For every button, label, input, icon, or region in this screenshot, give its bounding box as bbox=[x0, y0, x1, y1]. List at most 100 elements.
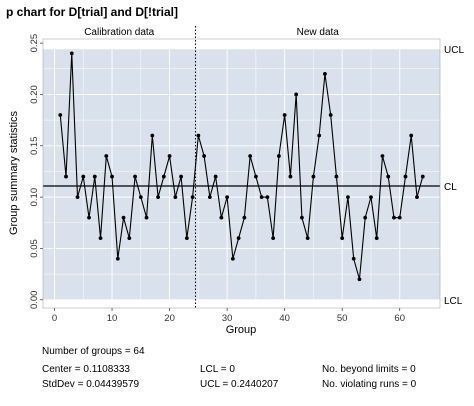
plot-border bbox=[42, 38, 441, 309]
data-point bbox=[75, 195, 80, 200]
data-point bbox=[294, 92, 299, 97]
data-point bbox=[213, 174, 218, 179]
data-point bbox=[271, 236, 276, 241]
section-label-new: New data bbox=[297, 27, 340, 38]
y-axis-title: Group summary statistics bbox=[8, 110, 20, 235]
y-tick-label: 0.10 bbox=[29, 188, 40, 207]
data-point bbox=[380, 154, 385, 158]
data-point bbox=[219, 215, 224, 220]
data-point bbox=[207, 195, 212, 200]
data-point bbox=[334, 174, 339, 179]
stat-center: Center = 0.1108333 bbox=[42, 364, 130, 375]
stat-violating-runs: No. violating runs = 0 bbox=[322, 379, 417, 390]
data-point bbox=[69, 51, 74, 56]
data-point bbox=[300, 215, 304, 220]
y-tick-label: 0.05 bbox=[29, 239, 40, 258]
x-tick-label: 30 bbox=[222, 313, 233, 324]
data-point bbox=[392, 215, 396, 220]
data-point bbox=[317, 133, 322, 138]
data-point bbox=[225, 195, 230, 200]
data-point bbox=[104, 154, 109, 158]
data-point bbox=[92, 174, 97, 179]
x-tick-label: 20 bbox=[164, 313, 175, 324]
data-point bbox=[248, 154, 253, 158]
data-point bbox=[351, 256, 356, 261]
data-point bbox=[110, 174, 114, 179]
data-point bbox=[420, 174, 425, 179]
summary-stats: Number of groups = 64 Center = 0.1108333… bbox=[0, 342, 474, 402]
stat-lcl: LCL = 0 bbox=[200, 364, 235, 375]
data-point bbox=[98, 236, 103, 241]
data-point bbox=[150, 133, 155, 138]
data-point bbox=[230, 256, 235, 261]
data-point bbox=[357, 277, 362, 282]
data-point bbox=[397, 215, 402, 220]
data-point bbox=[265, 195, 270, 200]
x-tick-label: 10 bbox=[107, 313, 118, 324]
data-point bbox=[305, 236, 310, 241]
stat-beyond-limits: No. beyond limits = 0 bbox=[322, 364, 416, 375]
data-point bbox=[81, 174, 86, 179]
data-point bbox=[369, 195, 373, 200]
y-tick-label: 0.20 bbox=[29, 85, 40, 104]
x-axis-title: Group bbox=[226, 324, 257, 336]
data-point bbox=[374, 236, 379, 241]
x-tick-label: 0 bbox=[52, 313, 57, 324]
data-point bbox=[409, 133, 414, 138]
x-tick-label: 60 bbox=[394, 313, 405, 324]
data-point bbox=[202, 154, 207, 158]
data-point bbox=[190, 195, 195, 200]
data-point bbox=[156, 195, 160, 200]
data-point bbox=[64, 174, 68, 179]
data-point bbox=[184, 236, 189, 241]
ucl-label: UCL bbox=[444, 45, 464, 56]
data-point bbox=[196, 133, 201, 138]
data-point bbox=[311, 174, 316, 179]
stat-ucl: UCL = 0.2440207 bbox=[200, 379, 279, 390]
data-point bbox=[253, 174, 258, 179]
data-point bbox=[179, 174, 183, 179]
data-point bbox=[259, 195, 264, 200]
cl-label: CL bbox=[444, 182, 457, 193]
section-label-calibration: Calibration data bbox=[84, 27, 154, 38]
data-point bbox=[161, 174, 166, 179]
data-point bbox=[121, 215, 126, 220]
data-point bbox=[167, 154, 172, 158]
data-point bbox=[242, 215, 247, 220]
data-point bbox=[144, 215, 149, 220]
data-point bbox=[133, 174, 137, 179]
data-point bbox=[138, 195, 143, 200]
data-point bbox=[415, 195, 419, 200]
data-series bbox=[58, 51, 425, 282]
data-point bbox=[363, 215, 368, 220]
data-point bbox=[340, 236, 345, 241]
chart-title: p chart for D[trial] and D[!trial] bbox=[6, 5, 178, 19]
data-point bbox=[127, 236, 132, 241]
x-tick-label: 50 bbox=[337, 313, 348, 324]
data-point bbox=[87, 215, 91, 220]
lcl-label: LCL bbox=[444, 296, 463, 307]
data-point bbox=[288, 174, 293, 179]
data-point bbox=[276, 154, 281, 158]
series-line bbox=[59, 53, 424, 280]
data-point bbox=[282, 113, 287, 117]
data-point bbox=[403, 174, 408, 179]
data-point bbox=[173, 195, 178, 200]
data-point bbox=[386, 174, 391, 179]
y-tick-label: 0.15 bbox=[29, 137, 40, 156]
stat-number-of-groups: Number of groups = 64 bbox=[42, 346, 145, 357]
data-point bbox=[328, 113, 333, 117]
data-point bbox=[58, 113, 63, 117]
data-point bbox=[115, 256, 120, 261]
stat-stddev: StdDev = 0.04439579 bbox=[42, 379, 140, 390]
x-tick-label: 40 bbox=[279, 313, 290, 324]
y-axis: 0.00 0.05 0.10 0.15 0.20 0.25 bbox=[29, 34, 43, 309]
y-tick-label: 0.25 bbox=[29, 34, 40, 53]
p-chart: p chart for D[trial] and D[!trial] Calib… bbox=[6, 5, 464, 336]
data-point bbox=[323, 72, 327, 76]
x-axis: 0 10 20 30 40 50 60 bbox=[52, 308, 405, 324]
data-point bbox=[236, 236, 241, 241]
data-point bbox=[346, 195, 350, 200]
y-tick-label: 0.00 bbox=[29, 291, 40, 310]
control-limit-band bbox=[43, 49, 440, 300]
